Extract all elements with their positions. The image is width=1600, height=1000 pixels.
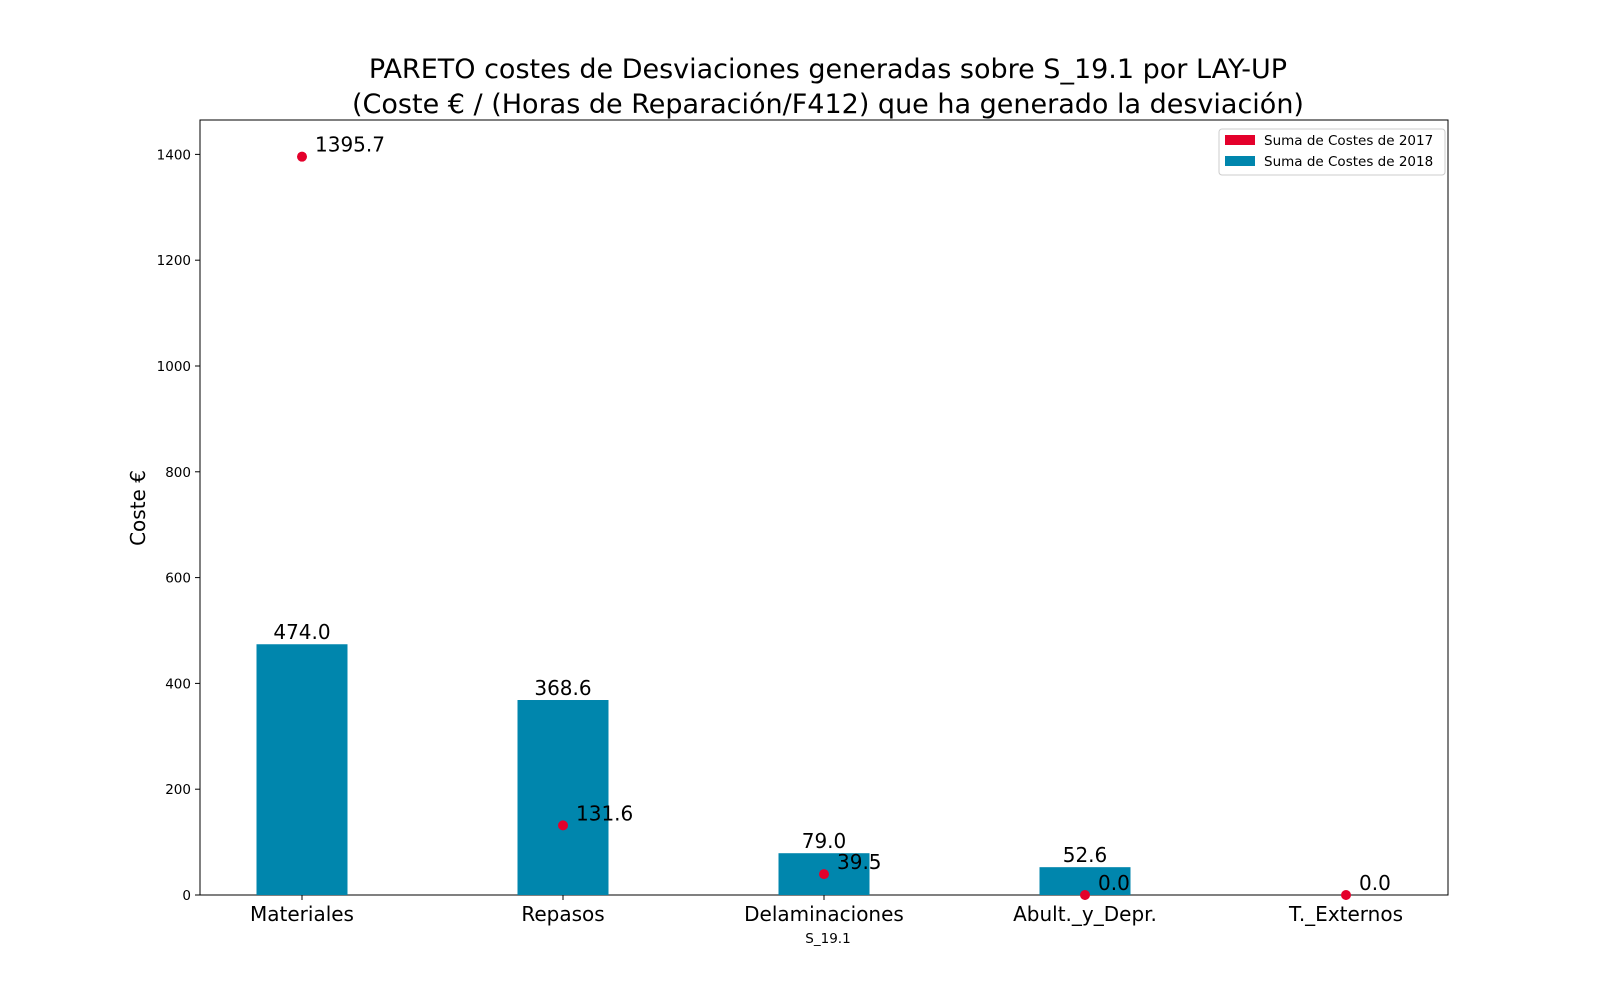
bar-value-label: 474.0: [273, 620, 330, 644]
bar-2018: [517, 700, 609, 895]
y-tick-label: 1000: [157, 359, 191, 375]
point-2017: [297, 151, 307, 162]
legend-swatch-2018: [1225, 156, 1255, 166]
point-2017: [1341, 890, 1351, 900]
x-tick-label: Repasos: [521, 902, 604, 926]
bar-value-label: 368.6: [534, 676, 591, 700]
y-tick-label: 1400: [157, 147, 191, 163]
point-2017: [558, 820, 568, 831]
point-value-label: 0.0: [1359, 871, 1391, 895]
y-tick-label: 400: [165, 676, 191, 692]
point-value-label: 131.6: [576, 801, 633, 825]
plot-frame: [199, 119, 1449, 896]
chart-title-line-1: PARETO costes de Desviaciones generadas …: [369, 54, 1287, 85]
point-value-label: 0.0: [1098, 871, 1130, 895]
bar-value-label: 79.0: [802, 829, 847, 853]
legend-label-2017: Suma de Costes de 2017: [1264, 133, 1433, 149]
y-tick-label: 600: [165, 571, 191, 587]
legend-label-2018: Suma de Costes de 2018: [1264, 154, 1433, 170]
point-value-label: 1395.7: [315, 133, 385, 157]
legend: Suma de Costes de 2017 Suma de Costes de…: [1218, 128, 1446, 176]
legend-swatch-2017: [1225, 135, 1255, 145]
point-2017: [1080, 890, 1090, 900]
y-tick-label: 800: [165, 465, 191, 481]
chart-title-line-2: (Coste € / (Horas de Reparación/F412) qu…: [352, 89, 1304, 120]
x-tick-label: Delaminaciones: [744, 902, 904, 926]
y-axis-label: Coste €: [126, 470, 150, 546]
x-tick-label: T._Externos: [1288, 902, 1403, 926]
x-tick-label: Abult._y_Depr.: [1013, 902, 1157, 926]
x-tick-label: Materiales: [250, 902, 354, 926]
bar-value-label: 52.6: [1063, 843, 1108, 867]
point-value-label: 39.5: [837, 850, 882, 874]
bar-2018: [256, 644, 348, 895]
y-tick-label: 1200: [157, 253, 191, 269]
plot-area: 0 200 400 600 800 1000 1200 1400 Materiales Repas…: [157, 119, 1449, 926]
y-tick-label: 0: [182, 888, 191, 904]
point-2017: [819, 869, 829, 880]
y-tick-label: 200: [165, 782, 191, 798]
legend-frame: [1218, 128, 1446, 176]
x-axis-label: S_19.1: [805, 931, 850, 947]
